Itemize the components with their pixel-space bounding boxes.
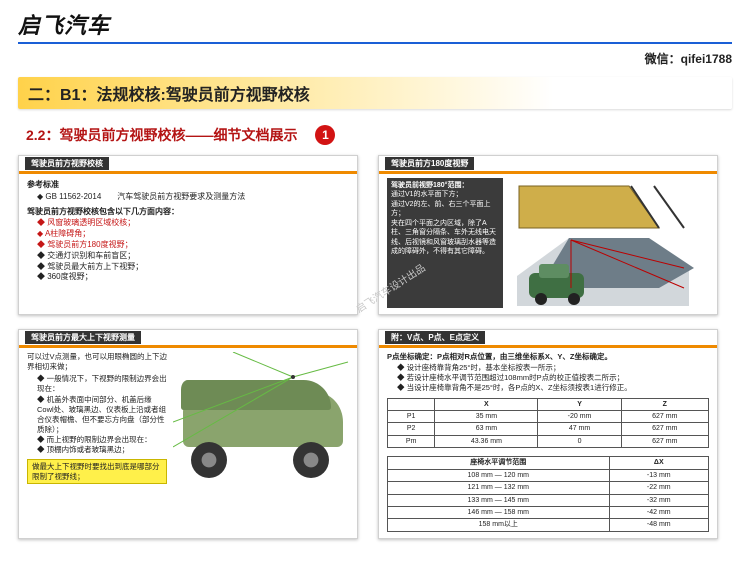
panel-point-definition: 附：V点、P点、E点定义 P点坐标确定：P点相对R点位置，由三维坐标系X、Y、Z… — [378, 329, 718, 539]
panel1-item: 驾驶员前方180度视野； — [37, 240, 349, 251]
panel2-textbox: 驾驶员前视野180°范围： 通过V1的水平面下方；通过V2的左、前、右三个平面上… — [387, 178, 503, 308]
panel1-sec-head: 驾驶员前方视野校核包含以下几方面内容： — [27, 207, 349, 218]
panel4-b3: 当设计座椅靠背角不是25°时，各P点的X、Z坐标须按表1进行修正。 — [397, 383, 709, 393]
panel1-item: A柱障碍角； — [37, 229, 349, 240]
panel3-line1: 可以过V点测量，也可以用眼椭圆的上下边界相切来做； — [27, 352, 167, 372]
panel3-bullet: 而上视野的限制边界会出现在： — [37, 435, 167, 445]
subsection-title: 2.2：驾驶员前方视野校核——细节文档展示 — [26, 125, 297, 145]
panel1-ref-item: GB 11562-2014 汽车驾驶员前方视野要求及测量方法 — [37, 192, 349, 203]
panel-180deg-view: 驾驶员前方180度视野 驾驶员前视野180°范围： 通过V1的水平面下方；通过V… — [378, 155, 718, 315]
panel4-title: 附：V点、P点、E点定义 — [385, 331, 485, 344]
panel1-item: 驾驶员最大前方上下视野； — [37, 262, 349, 273]
section-title-bar: 二：B1：法规校核:驾驶员前方视野校核 — [18, 77, 732, 109]
panel3-bullet: 机盖外表面中间部分、机盖后缘Cowl处、玻璃黑边、仪表板上沿或者组合仪表帽檐、但… — [37, 395, 167, 436]
panel4-b1: 设计座椅靠背角25°时，基本坐标按表一所示； — [397, 363, 709, 373]
panel1-ref-head: 参考标准 — [27, 180, 349, 191]
panel3-bullet: 顶棚内饰或者玻璃黑边； — [37, 445, 167, 455]
panel4-table2: 座椅水平调节范围ΔX108 mm — 120 mm-13 mm121 mm — … — [387, 456, 709, 532]
panel3-bullet: 一般情况下，下视野的限制边界会出现在： — [37, 374, 167, 394]
panel2-line: 通过V2的左、前、右三个平面上方； — [391, 200, 499, 219]
panel2-diagram — [509, 178, 709, 308]
panel2-line: 通过V1的水平面下方； — [391, 190, 499, 199]
panel1-item: 360度视野； — [37, 272, 349, 283]
brand-logo: 启飞汽车 — [18, 8, 110, 40]
wechat-label: 微信：qifei1788 — [18, 50, 732, 67]
panel-visibility-check: 驾驶员前方视野校核 参考标准 GB 11562-2014 汽车驾驶员前方视野要求… — [18, 155, 358, 315]
panel2-title: 驾驶员前方180度视野 — [385, 157, 474, 170]
panel4-table1: XYZP135 mm-20 mm627 mmP263 mm47 mm627 mm… — [387, 398, 709, 449]
step-badge: 1 — [315, 125, 335, 145]
panel3-title: 驾驶员前方最大上下视野测量 — [25, 331, 141, 344]
section-title: 二：B1：法规校核:驾驶员前方视野校核 — [28, 81, 310, 105]
panel1-title: 驾驶员前方视野校核 — [25, 157, 109, 170]
panel-vertical-view: 驾驶员前方最大上下视野测量 可以过V点测量，也可以用眼椭圆的上下边界相切来做； … — [18, 329, 358, 539]
panel3-highlight: 做最大上下视野时要找出到底是哪部分限制了视野线； — [27, 459, 167, 484]
panel1-item: 交通灯识别和车前盲区； — [37, 251, 349, 262]
panel1-item: 风窗玻璃透明区域校核； — [37, 218, 349, 229]
panel4-b2: 若设计座椅水平调节范围超过108mm时P点的校正值按表二所示； — [397, 373, 709, 383]
panel2-line: 夹在四个平面之内区域，除了A柱、三角窗分隔条、车外无线电天线、后视镜和风窗玻璃刮… — [391, 219, 499, 257]
panel3-diagram — [173, 352, 349, 472]
panel4-def: P点坐标确定：P点相对R点位置，由三维坐标系X、Y、Z坐标确定。 — [387, 352, 709, 362]
